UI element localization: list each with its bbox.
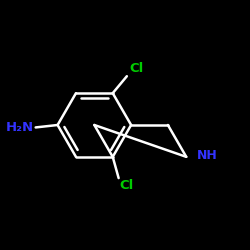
Text: Cl: Cl (129, 62, 144, 75)
Text: H₂N: H₂N (6, 121, 34, 134)
Text: Cl: Cl (120, 179, 134, 192)
Text: NH: NH (197, 149, 218, 162)
